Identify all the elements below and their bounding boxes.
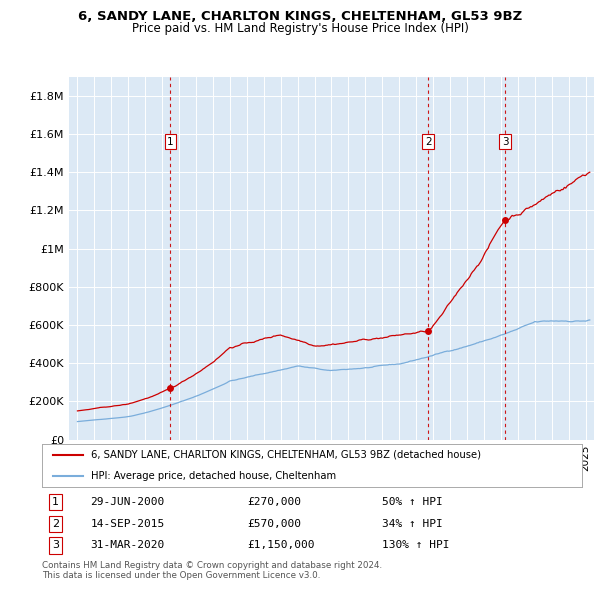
Text: Price paid vs. HM Land Registry's House Price Index (HPI): Price paid vs. HM Land Registry's House … [131,22,469,35]
Text: 2: 2 [52,519,59,529]
Text: 14-SEP-2015: 14-SEP-2015 [91,519,165,529]
Text: 31-MAR-2020: 31-MAR-2020 [91,540,165,550]
Text: 1: 1 [167,137,174,147]
Text: Contains HM Land Registry data © Crown copyright and database right 2024.: Contains HM Land Registry data © Crown c… [42,560,382,569]
Text: 1: 1 [52,497,59,507]
Text: 130% ↑ HPI: 130% ↑ HPI [382,540,450,550]
Text: This data is licensed under the Open Government Licence v3.0.: This data is licensed under the Open Gov… [42,571,320,579]
Text: 34% ↑ HPI: 34% ↑ HPI [382,519,443,529]
Text: 3: 3 [502,137,508,147]
Text: HPI: Average price, detached house, Cheltenham: HPI: Average price, detached house, Chel… [91,471,336,481]
Text: 6, SANDY LANE, CHARLTON KINGS, CHELTENHAM, GL53 9BZ: 6, SANDY LANE, CHARLTON KINGS, CHELTENHA… [78,10,522,23]
Text: 3: 3 [52,540,59,550]
Text: £570,000: £570,000 [247,519,301,529]
Text: £1,150,000: £1,150,000 [247,540,314,550]
Text: £270,000: £270,000 [247,497,301,507]
Text: 29-JUN-2000: 29-JUN-2000 [91,497,165,507]
Text: 2: 2 [425,137,431,147]
Text: 50% ↑ HPI: 50% ↑ HPI [382,497,443,507]
Text: 6, SANDY LANE, CHARLTON KINGS, CHELTENHAM, GL53 9BZ (detached house): 6, SANDY LANE, CHARLTON KINGS, CHELTENHA… [91,450,481,460]
